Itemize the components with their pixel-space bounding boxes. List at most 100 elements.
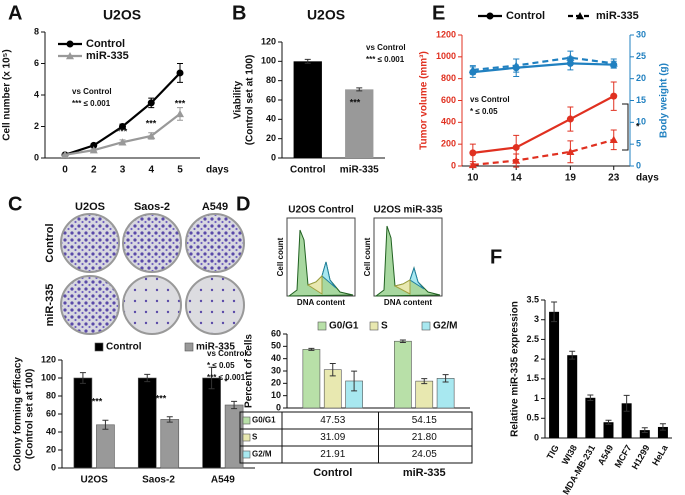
y-tick-label: 1000	[436, 51, 456, 61]
bar	[96, 424, 115, 469]
table-swatch	[242, 416, 251, 425]
x-tick-label: miR-335	[340, 165, 379, 176]
annotation: vs Control	[72, 87, 112, 96]
y-tick-label: 100	[261, 56, 276, 66]
y-axis-label: (Control set at 100)	[25, 369, 36, 460]
bar	[639, 430, 650, 438]
y-axis-label: Percent of cells	[244, 334, 255, 408]
y-tick-label: 40	[266, 114, 276, 124]
legend-label: G0/G1	[329, 321, 359, 332]
series-line	[472, 138, 615, 167]
y-tick-label: 40	[271, 353, 281, 363]
x-tick-label: 3	[120, 165, 126, 176]
y2-tick-label: 0	[636, 160, 641, 170]
bar	[73, 377, 93, 469]
annotation: ***	[156, 393, 167, 403]
series-line	[472, 62, 614, 74]
annotation: vs Control	[207, 349, 247, 358]
x-axis-label: days	[636, 173, 659, 184]
table-swatch	[242, 433, 251, 442]
significance-bracket	[622, 103, 629, 151]
table-cell: 24.05	[412, 449, 437, 460]
bar	[202, 377, 221, 469]
error-bar	[144, 373, 151, 383]
histogram-x-label: DNA content	[297, 298, 345, 307]
bar	[415, 380, 434, 409]
point	[90, 141, 98, 149]
legend-swatch	[369, 321, 379, 331]
table-border	[239, 411, 473, 464]
x-tick-label: 0	[62, 165, 68, 176]
x-axis-label: days	[206, 165, 229, 176]
error-bar	[308, 347, 315, 351]
panel-letter: A	[8, 2, 22, 24]
point	[147, 99, 155, 107]
y-tick-label: 2.5	[526, 334, 539, 344]
table-row-label: G2/M	[252, 450, 272, 459]
y2-tick-label: 5	[636, 139, 641, 149]
x-tick-label: 4	[148, 165, 154, 176]
y-tick-label: 4	[34, 89, 39, 99]
legend-label: Control	[106, 342, 142, 353]
legend-swatch	[421, 321, 431, 331]
legend-marker	[486, 12, 494, 20]
x-tick-label: 10	[467, 173, 479, 184]
table-cell: 21.91	[320, 449, 345, 460]
x-tick-label: U2OS	[81, 475, 109, 486]
y2-tick-label: 30	[636, 29, 646, 39]
error-bar	[356, 87, 363, 92]
y-tick-label: 20	[266, 133, 276, 143]
error-bar	[399, 339, 406, 343]
histogram-x-label: DNA content	[384, 298, 432, 307]
annotation: vs Control	[366, 43, 406, 52]
x-tick-label: A549	[211, 475, 235, 486]
y-tick-label: 60	[271, 328, 281, 338]
error-bar	[641, 427, 648, 433]
y-tick-label: 30	[271, 365, 281, 375]
y-tick-label: 800	[441, 73, 456, 83]
y-tick-label: 20	[46, 444, 56, 454]
y-tick-label: 100	[41, 372, 56, 382]
y-tick-label: 3.5	[526, 294, 539, 304]
y-tick-label: 20	[271, 378, 281, 388]
point	[176, 69, 184, 77]
plate-column-label: Saos-2	[134, 201, 170, 213]
annotation: *** ≤ 0.001	[72, 99, 111, 108]
x-tick-label: Control	[290, 165, 326, 176]
histogram-title: U2OS Control	[288, 205, 354, 216]
error-bar	[659, 423, 666, 431]
panel-letter: C	[8, 193, 22, 215]
legend-label: S	[381, 321, 388, 332]
point	[566, 147, 575, 156]
annotation: *	[224, 376, 228, 386]
annotation: ***	[117, 126, 128, 136]
point	[61, 150, 69, 159]
annotation: *	[636, 121, 640, 131]
y-axis-label: Colony forming efficacy	[13, 357, 24, 471]
error-bar	[605, 419, 612, 425]
x-tick-label: H1299	[630, 443, 652, 471]
error-bar	[208, 366, 215, 390]
x-tick-label: 5	[177, 165, 183, 176]
legend-swatch	[94, 342, 104, 352]
y-axis-label: Cell number (x 10⁵)	[2, 49, 13, 140]
bar	[549, 311, 560, 438]
legend-marker	[576, 12, 584, 20]
annotation: ***	[146, 118, 157, 128]
error-bar	[551, 301, 558, 323]
histogram-y-label: Cell count	[363, 237, 372, 276]
error-bar	[166, 416, 173, 423]
series-line	[472, 95, 615, 154]
y-tick-label: 0	[534, 432, 539, 442]
y-axis-label: (Control set at 100)	[245, 55, 256, 146]
x-tick-label: miR-335	[403, 467, 446, 479]
error-bar	[587, 394, 594, 402]
error-bar	[623, 394, 630, 412]
point	[468, 65, 477, 74]
point	[566, 53, 575, 61]
point	[89, 146, 98, 154]
table-cell: 31.09	[320, 432, 345, 443]
legend-label: miR-335	[596, 10, 639, 22]
y-tick-label: 0	[34, 152, 39, 162]
table-swatch	[242, 450, 251, 459]
